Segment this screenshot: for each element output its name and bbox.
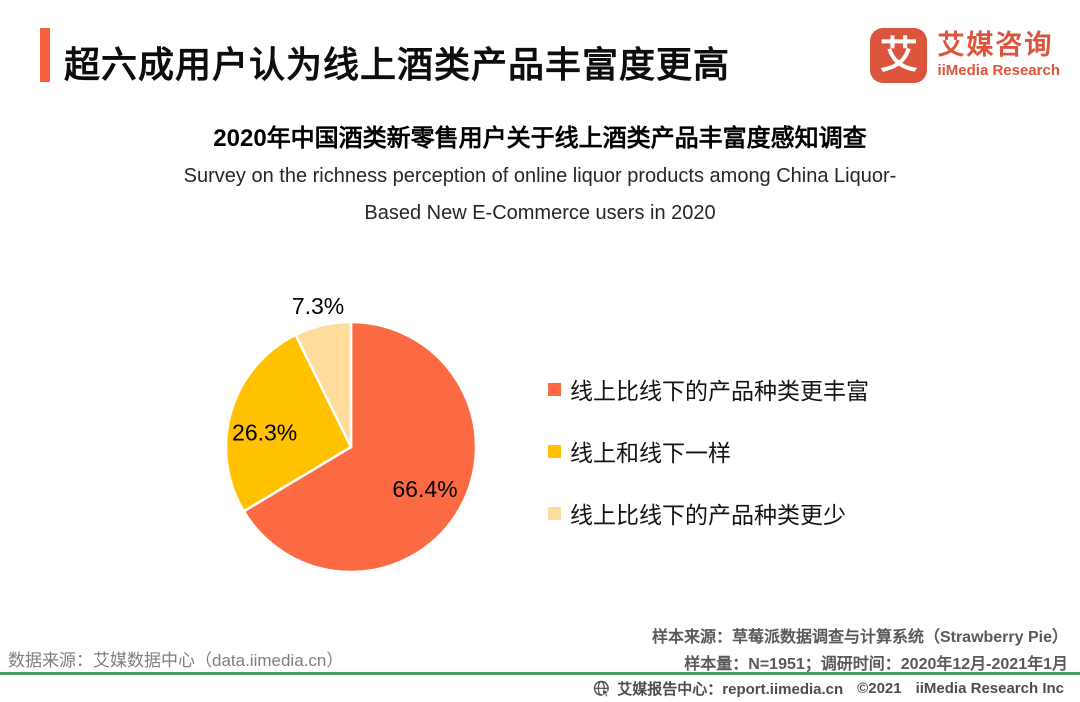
pie-slice-1 — [224, 333, 353, 513]
logo-name-cn: 艾媒咨询 — [937, 30, 1054, 61]
footer-copyright: ©2021 — [857, 680, 902, 697]
sample-size-note: 样本量：N=1951；调研时间：2020年12月-2021年1月 — [684, 656, 1068, 673]
legend-item-same: 线上和线下一样 — [548, 439, 869, 466]
chart-subtitle-line1: Survey on the richness perception of onl… — [183, 165, 897, 187]
title-accent-bar — [40, 28, 50, 82]
page-title: 超六成用户认为线上酒类产品丰富度更高 — [64, 44, 731, 85]
sample-info-block: 样本来源：草莓派数据调查与计算系统（Strawberry Pie） 样本量：N=… — [652, 624, 1068, 678]
pie-label-1: 26.3% — [232, 420, 297, 446]
legend-marker-same — [548, 444, 561, 458]
chart-subtitle-line2: Based New E-Commerce users in 2020 — [364, 202, 716, 224]
legend-marker-fewer — [548, 506, 561, 520]
pie-slice-2 — [294, 320, 353, 449]
iimedia-logo: 艾 艾媒咨询 iiMedia Research — [870, 28, 1060, 83]
iimedia-logo-icon: 艾 — [870, 28, 928, 83]
legend-label-fewer: 线上比线下的产品种类更少 — [570, 502, 846, 528]
iimedia-logo-text: 艾媒咨询 iiMedia Research — [937, 31, 1060, 79]
footer-report-center: 艾媒报告中心：report.iimedia.cn — [617, 681, 844, 698]
data-source-note: 数据来源：艾媒数据中心（data.iimedia.cn） — [8, 651, 344, 670]
pie-chart: 66.4% 26.3% 7.3% — [224, 293, 478, 574]
pie-slice-0 — [242, 320, 478, 574]
legend-marker-richer — [548, 382, 561, 396]
chart-subtitle: Survey on the richness perception of onl… — [0, 158, 1080, 232]
footer-bar: 艾媒报告中心：report.iimedia.cn ©2021 iiMedia R… — [0, 675, 1080, 702]
pie-legend: 线上比线下的产品种类更丰富 线上和线下一样 线上比线下的产品种类更少 — [548, 377, 869, 563]
legend-item-fewer: 线上比线下的产品种类更少 — [548, 501, 869, 528]
sample-source-note: 样本来源：草莓派数据调查与计算系统（Strawberry Pie） — [651, 629, 1068, 646]
pie-label-2: 7.3% — [292, 293, 344, 319]
footer-divider — [0, 672, 1080, 675]
footer-company: iiMedia Research Inc — [915, 680, 1064, 697]
legend-label-same: 线上和线下一样 — [570, 440, 731, 466]
pie-label-0: 66.4% — [392, 476, 457, 502]
logo-name-en: iiMedia Research — [937, 62, 1060, 80]
legend-item-richer: 线上比线下的产品种类更丰富 — [548, 377, 869, 404]
chart-title: 2020年中国酒类新零售用户关于线上酒类产品丰富度感知调查 — [213, 125, 867, 152]
globe-cursor-icon — [594, 680, 611, 697]
legend-label-richer: 线上比线下的产品种类更丰富 — [570, 378, 869, 404]
